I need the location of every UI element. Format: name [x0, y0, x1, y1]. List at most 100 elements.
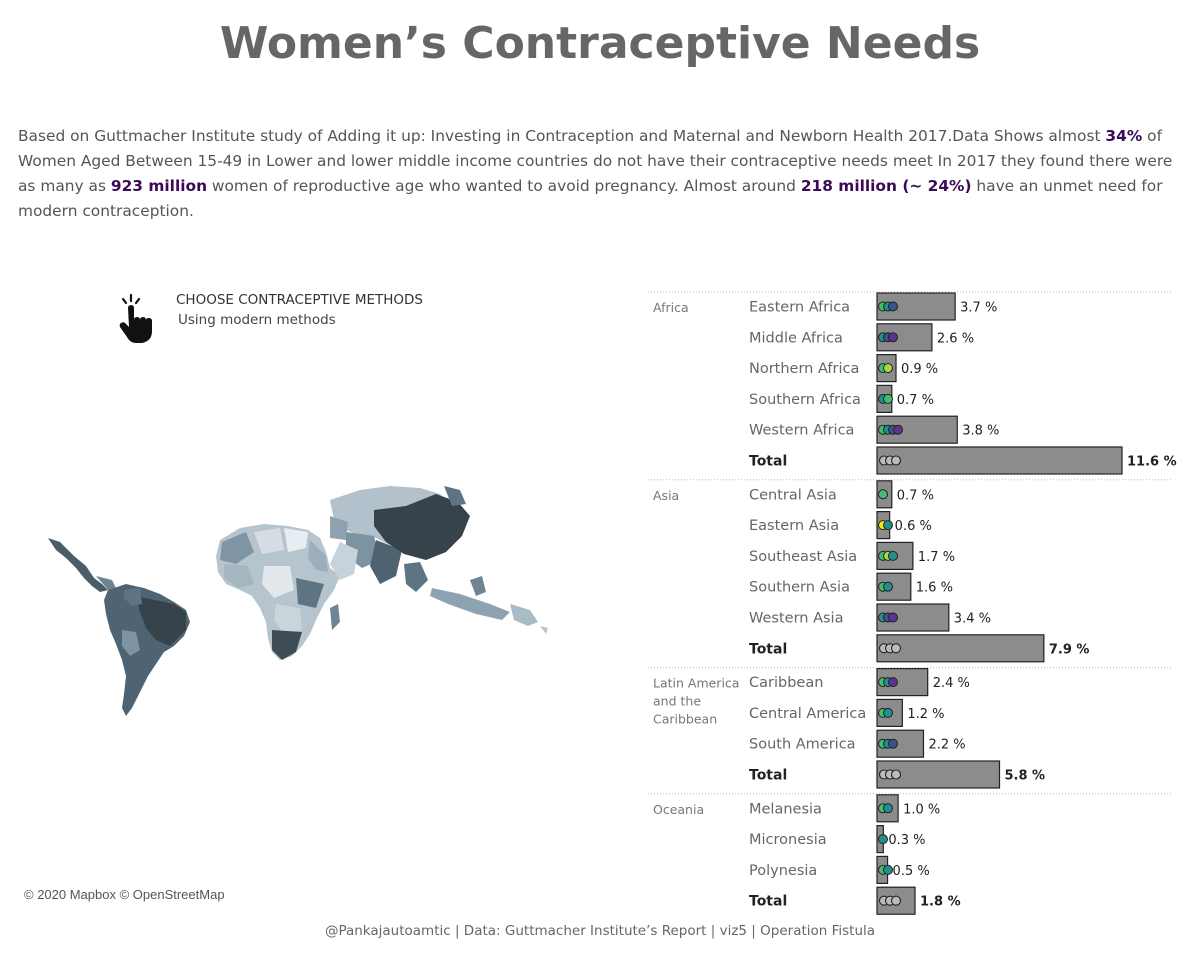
- method-dot[interactable]: [884, 769, 896, 780]
- method-dot[interactable]: [888, 550, 898, 561]
- region-label: Asia: [653, 488, 679, 503]
- bar[interactable]: [876, 292, 956, 321]
- map-south-america[interactable]: [104, 584, 190, 716]
- total-label: Total: [749, 768, 787, 784]
- value-label: 2.4 %: [933, 676, 970, 691]
- method-dot[interactable]: [893, 424, 903, 435]
- chooser-selected-option[interactable]: Using modern methods: [178, 312, 336, 328]
- map-africa[interactable]: [216, 524, 340, 660]
- bar[interactable]: [876, 760, 1001, 789]
- bar[interactable]: [876, 415, 958, 444]
- subregion-label: Eastern Asia: [749, 518, 839, 534]
- value-label: 0.7 %: [897, 393, 934, 408]
- value-label: 0.6 %: [895, 519, 932, 534]
- method-dot[interactable]: [884, 455, 896, 466]
- method-dot[interactable]: [878, 677, 888, 688]
- method-dot[interactable]: [883, 738, 893, 749]
- bar[interactable]: [876, 729, 925, 758]
- bar[interactable]: [876, 511, 891, 540]
- method-dot[interactable]: [883, 864, 893, 875]
- method-dot[interactable]: [878, 550, 888, 561]
- subregion-label: Southeast Asia: [749, 549, 857, 565]
- method-dot[interactable]: [883, 707, 893, 718]
- method-dot[interactable]: [878, 895, 890, 906]
- method-dot[interactable]: [890, 769, 902, 780]
- intro-text-3: women of reproductive age who wanted to …: [207, 177, 801, 195]
- value-label: 1.2 %: [907, 707, 944, 722]
- method-dot[interactable]: [888, 677, 898, 688]
- method-dot[interactable]: [878, 707, 888, 718]
- method-dot[interactable]: [883, 612, 893, 623]
- method-dot[interactable]: [884, 895, 896, 906]
- bar[interactable]: [876, 698, 903, 728]
- map-asia[interactable]: [330, 486, 510, 620]
- method-dot[interactable]: [878, 301, 888, 312]
- region-label: Oceania: [653, 802, 704, 817]
- bar[interactable]: [876, 667, 929, 697]
- method-dot[interactable]: [890, 643, 902, 654]
- method-dot[interactable]: [888, 612, 898, 623]
- bar[interactable]: [876, 824, 884, 854]
- subregion-label: Polynesia: [749, 863, 817, 879]
- intro-text-1: Based on Guttmacher Institute study of A…: [18, 127, 1106, 145]
- value-label: 2.6 %: [937, 331, 974, 346]
- method-dot[interactable]: [883, 363, 893, 374]
- method-dot[interactable]: [878, 393, 888, 404]
- bar[interactable]: [876, 603, 950, 632]
- method-dot[interactable]: [878, 332, 888, 343]
- method-dot[interactable]: [883, 581, 893, 592]
- method-dot[interactable]: [883, 301, 893, 312]
- method-dot[interactable]: [883, 677, 893, 688]
- value-label: 1.7 %: [918, 550, 955, 565]
- bar[interactable]: [876, 480, 893, 509]
- method-dot[interactable]: [878, 864, 888, 875]
- method-dot[interactable]: [884, 643, 896, 654]
- method-dot[interactable]: [890, 455, 902, 466]
- method-dot[interactable]: [888, 332, 898, 343]
- method-dot[interactable]: [878, 643, 890, 654]
- world-map[interactable]: [40, 480, 560, 720]
- bar[interactable]: [876, 446, 1123, 475]
- method-dot[interactable]: [883, 393, 893, 404]
- method-dot[interactable]: [878, 424, 888, 435]
- value-label: 0.5 %: [893, 864, 930, 879]
- bar[interactable]: [876, 384, 893, 413]
- method-dot[interactable]: [878, 489, 888, 500]
- map-oceania[interactable]: [510, 604, 548, 634]
- bar[interactable]: [876, 323, 933, 352]
- value-label: 0.3 %: [888, 833, 925, 848]
- method-dot[interactable]: [878, 581, 888, 592]
- intro-text-2: of Women Aged Between 15-49 in Lower and…: [18, 127, 1173, 195]
- map-central-america[interactable]: [48, 538, 116, 592]
- subregion-label: Middle Africa: [749, 330, 843, 346]
- bar[interactable]: [876, 572, 912, 601]
- total-label: Total: [749, 894, 787, 910]
- region-label: Caribbean: [653, 712, 717, 727]
- method-dot[interactable]: [890, 895, 902, 906]
- method-dot[interactable]: [878, 363, 888, 374]
- method-dot[interactable]: [883, 332, 893, 343]
- bar[interactable]: [876, 634, 1045, 663]
- bar[interactable]: [876, 886, 916, 915]
- bar[interactable]: [876, 855, 889, 885]
- method-dot[interactable]: [878, 803, 888, 814]
- method-dot[interactable]: [888, 301, 898, 312]
- method-dot[interactable]: [878, 738, 888, 749]
- bar[interactable]: [876, 794, 899, 823]
- bar[interactable]: [876, 354, 897, 383]
- bar[interactable]: [876, 541, 914, 571]
- method-dot[interactable]: [883, 520, 893, 531]
- method-dot[interactable]: [888, 738, 898, 749]
- subregion-label: Eastern Africa: [749, 300, 850, 316]
- method-dot[interactable]: [883, 424, 893, 435]
- method-dot[interactable]: [878, 612, 888, 623]
- method-dot[interactable]: [878, 455, 890, 466]
- method-dot[interactable]: [883, 803, 893, 814]
- method-dot[interactable]: [883, 550, 893, 561]
- method-dot[interactable]: [878, 520, 888, 531]
- value-label: 3.4 %: [954, 612, 991, 627]
- method-dot[interactable]: [878, 834, 888, 845]
- value-label: 5.8 %: [1005, 769, 1046, 784]
- method-dot[interactable]: [878, 769, 890, 780]
- method-dot[interactable]: [888, 424, 898, 435]
